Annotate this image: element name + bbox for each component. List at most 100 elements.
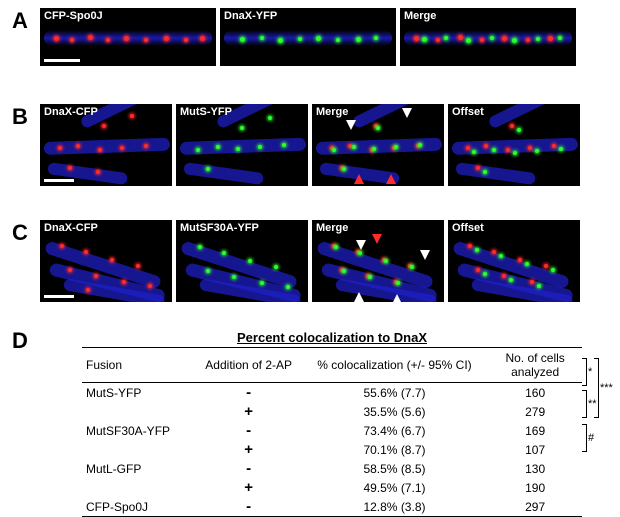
cell-band [404, 30, 572, 46]
red-focus [458, 35, 463, 40]
cell-pct: 70.1% (8.7) [301, 440, 489, 459]
green-focus [260, 281, 264, 285]
red-focus [544, 264, 548, 268]
cell-n: 107 [488, 440, 582, 459]
red-focus [76, 144, 80, 148]
micrograph-panel: MutS-YFP [176, 104, 308, 186]
red-focus [130, 114, 134, 118]
table-title: Percent colocalization to DnaX [82, 330, 582, 345]
cell-pct: 73.4% (6.7) [301, 421, 489, 440]
micrograph-row-c: DnaX-CFPMutSF30A-YFPMergeOffset [40, 220, 580, 302]
green-focus [517, 128, 521, 132]
sig-star1: * [588, 366, 592, 378]
red-focus [58, 146, 62, 150]
red-focus [510, 124, 514, 128]
green-focus [444, 36, 448, 40]
arrow-icon [372, 234, 382, 244]
red-focus [502, 274, 506, 278]
green-focus [206, 269, 210, 273]
panel-label-d: D [12, 328, 40, 354]
micrograph-panel: DnaX-YFP [220, 8, 396, 66]
bracket-3 [594, 358, 599, 418]
green-focus [358, 251, 362, 255]
micrograph-panel: MutSF30A-YFP [176, 220, 308, 302]
green-focus [558, 36, 562, 40]
green-focus [536, 37, 540, 41]
cell-fusion: MutL-GFP [82, 459, 197, 478]
red-focus [530, 280, 534, 284]
micrograph-panel: DnaX-CFP [40, 104, 172, 186]
red-focus [480, 38, 484, 42]
green-focus [198, 245, 202, 249]
red-focus [88, 35, 93, 40]
green-focus [512, 38, 517, 43]
col-ap: Addition of 2-AP [197, 348, 301, 383]
green-focus [396, 281, 400, 285]
red-focus [502, 36, 507, 41]
table-body: MutS-YFP-55.6% (7.7)160+35.5% (5.6)279Mu… [82, 383, 582, 517]
red-focus [492, 250, 496, 254]
cell-ap: - [197, 459, 301, 478]
green-focus [472, 150, 476, 154]
scale-bar [44, 179, 74, 182]
colocalization-table: Percent colocalization to DnaX Fusion Ad… [82, 330, 582, 517]
green-focus [492, 148, 496, 152]
green-focus [298, 37, 302, 41]
micrograph-panel: Offset [448, 104, 580, 186]
arrow-icon [392, 294, 402, 302]
red-focus [468, 244, 472, 248]
arrow-icon [346, 120, 356, 130]
red-focus [94, 274, 98, 278]
green-focus [422, 37, 427, 42]
red-focus [96, 170, 100, 174]
scale-bar [44, 295, 74, 298]
table-row: +70.1% (8.7)107 [82, 440, 582, 459]
table-row: MutS-YFP-55.6% (7.7)160 [82, 383, 582, 403]
row-c: C DnaX-CFPMutSF30A-YFPMergeOffset [12, 220, 580, 302]
red-focus [484, 144, 488, 148]
red-focus [148, 284, 152, 288]
bracket-4 [582, 424, 587, 452]
green-focus [551, 268, 555, 272]
red-focus [526, 38, 530, 42]
green-focus [368, 275, 372, 279]
red-focus [184, 38, 188, 42]
micrograph-row-b: DnaX-CFPMutS-YFPMergeOffset [40, 104, 580, 186]
micrograph-row-a: CFP-Spo0JDnaX-YFPMerge [40, 8, 576, 66]
green-focus [336, 38, 340, 42]
micrograph-panel: DnaX-CFP [40, 220, 172, 302]
green-focus [260, 36, 264, 40]
red-focus [122, 280, 126, 284]
red-focus [84, 250, 88, 254]
green-focus [466, 38, 471, 43]
cell-band [183, 162, 264, 185]
cell-ap: - [197, 497, 301, 517]
panel-sublabel: Offset [452, 222, 484, 234]
cell-fusion: MutSF30A-YFP [82, 421, 197, 440]
row-a: A CFP-Spo0JDnaX-YFPMerge [12, 8, 576, 66]
red-focus [68, 268, 72, 272]
cell-ap: - [197, 421, 301, 440]
green-focus [334, 245, 338, 249]
panel-sublabel: DnaX-YFP [224, 10, 277, 22]
cell-pct: 58.5% (8.5) [301, 459, 489, 478]
green-focus [196, 148, 200, 152]
green-focus [232, 275, 236, 279]
table-row: +35.5% (5.6)279 [82, 402, 582, 421]
green-focus [240, 37, 245, 42]
green-focus [394, 145, 398, 149]
cell-band [351, 104, 435, 129]
cell-fusion: CFP-Spo0J [82, 497, 197, 517]
green-focus [535, 149, 539, 153]
panel-label-b: B [12, 104, 40, 130]
red-focus [436, 38, 440, 42]
sig-star3: *** [600, 382, 613, 394]
green-focus [216, 145, 220, 149]
red-focus [414, 36, 419, 41]
red-focus [120, 146, 124, 150]
cell-n: 160 [488, 383, 582, 403]
green-focus [206, 167, 210, 171]
cell-fusion [82, 402, 197, 421]
cell-pct: 55.6% (7.7) [301, 383, 489, 403]
red-focus [506, 148, 510, 152]
